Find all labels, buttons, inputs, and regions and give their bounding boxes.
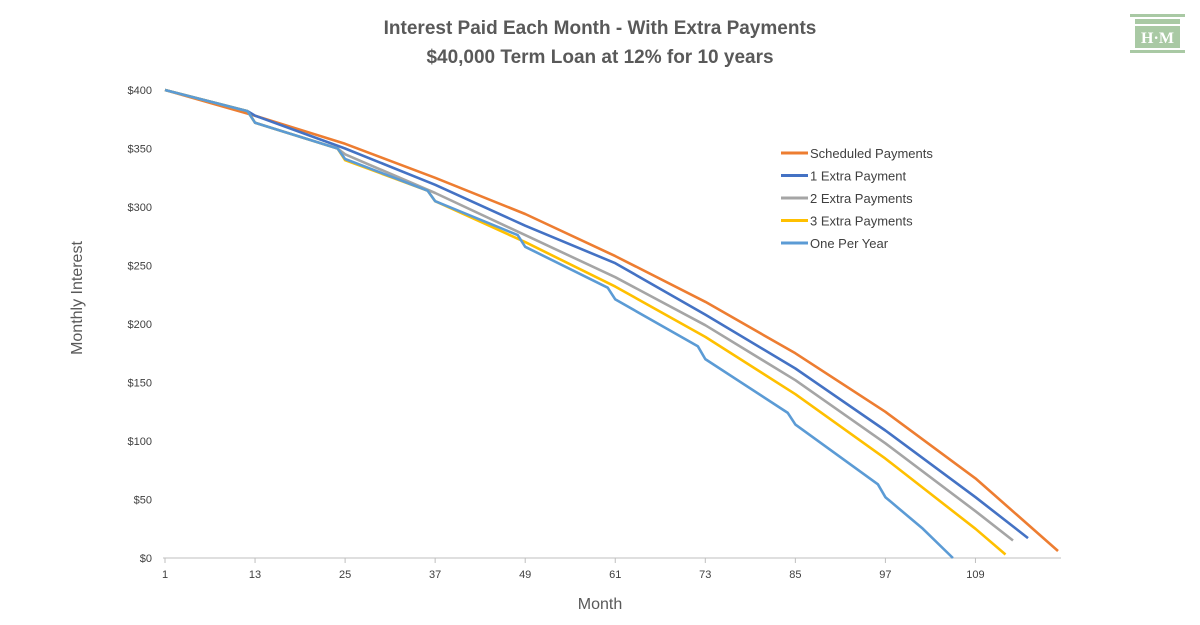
x-axis-ticks: 1 13 25 37 49 61 73 85 97 109 (162, 558, 985, 581)
x-tick-label: 85 (789, 569, 801, 581)
y-tick-label: $250 (128, 261, 152, 273)
x-tick-label: 37 (429, 569, 441, 581)
series-line-1 (164, 88, 1029, 540)
y-tick-label: $350 (128, 144, 152, 156)
series-lines (164, 88, 1059, 559)
legend-label: 2 Extra Payments (810, 191, 913, 206)
legend-label: 3 Extra Payments (810, 214, 913, 229)
x-tick-label: 25 (339, 569, 351, 581)
x-axis-label: Month (578, 596, 622, 613)
series-line-0 (164, 88, 1059, 552)
y-axis-label: Monthly Interest (69, 241, 86, 355)
legend: Scheduled Payments 1 Extra Payment 2 Extra… (781, 146, 933, 251)
chart-subtitle: $40,000 Term Loan at 12% for 10 years (426, 47, 773, 68)
x-tick-label: 73 (699, 569, 711, 581)
y-tick-label: $0 (140, 553, 152, 565)
y-tick-label: $300 (128, 202, 152, 214)
legend-label: One Per Year (810, 236, 889, 251)
y-axis-ticks: $0 $50 $100 $150 $200 $250 $300 $350 $400 (128, 85, 152, 565)
x-tick-label: 61 (609, 569, 621, 581)
y-tick-label: $150 (128, 378, 152, 390)
legend-label: 1 Extra Payment (810, 169, 906, 184)
y-tick-label: $50 (134, 495, 152, 507)
chart-title: Interest Paid Each Month - With Extra Pa… (384, 18, 817, 39)
series-line-4 (164, 88, 954, 559)
y-tick-label: $100 (128, 436, 152, 448)
x-tick-label: 109 (966, 569, 984, 581)
legend-label: Scheduled Payments (810, 146, 933, 161)
x-tick-label: 49 (519, 569, 531, 581)
x-tick-label: 13 (249, 569, 261, 581)
y-tick-label: $400 (128, 85, 152, 97)
x-tick-label: 97 (879, 569, 891, 581)
y-tick-label: $200 (128, 319, 152, 331)
hm-logo: H·M (1130, 14, 1185, 53)
svg-text:H·M: H·M (1141, 30, 1174, 47)
x-tick-label: 1 (162, 569, 168, 581)
